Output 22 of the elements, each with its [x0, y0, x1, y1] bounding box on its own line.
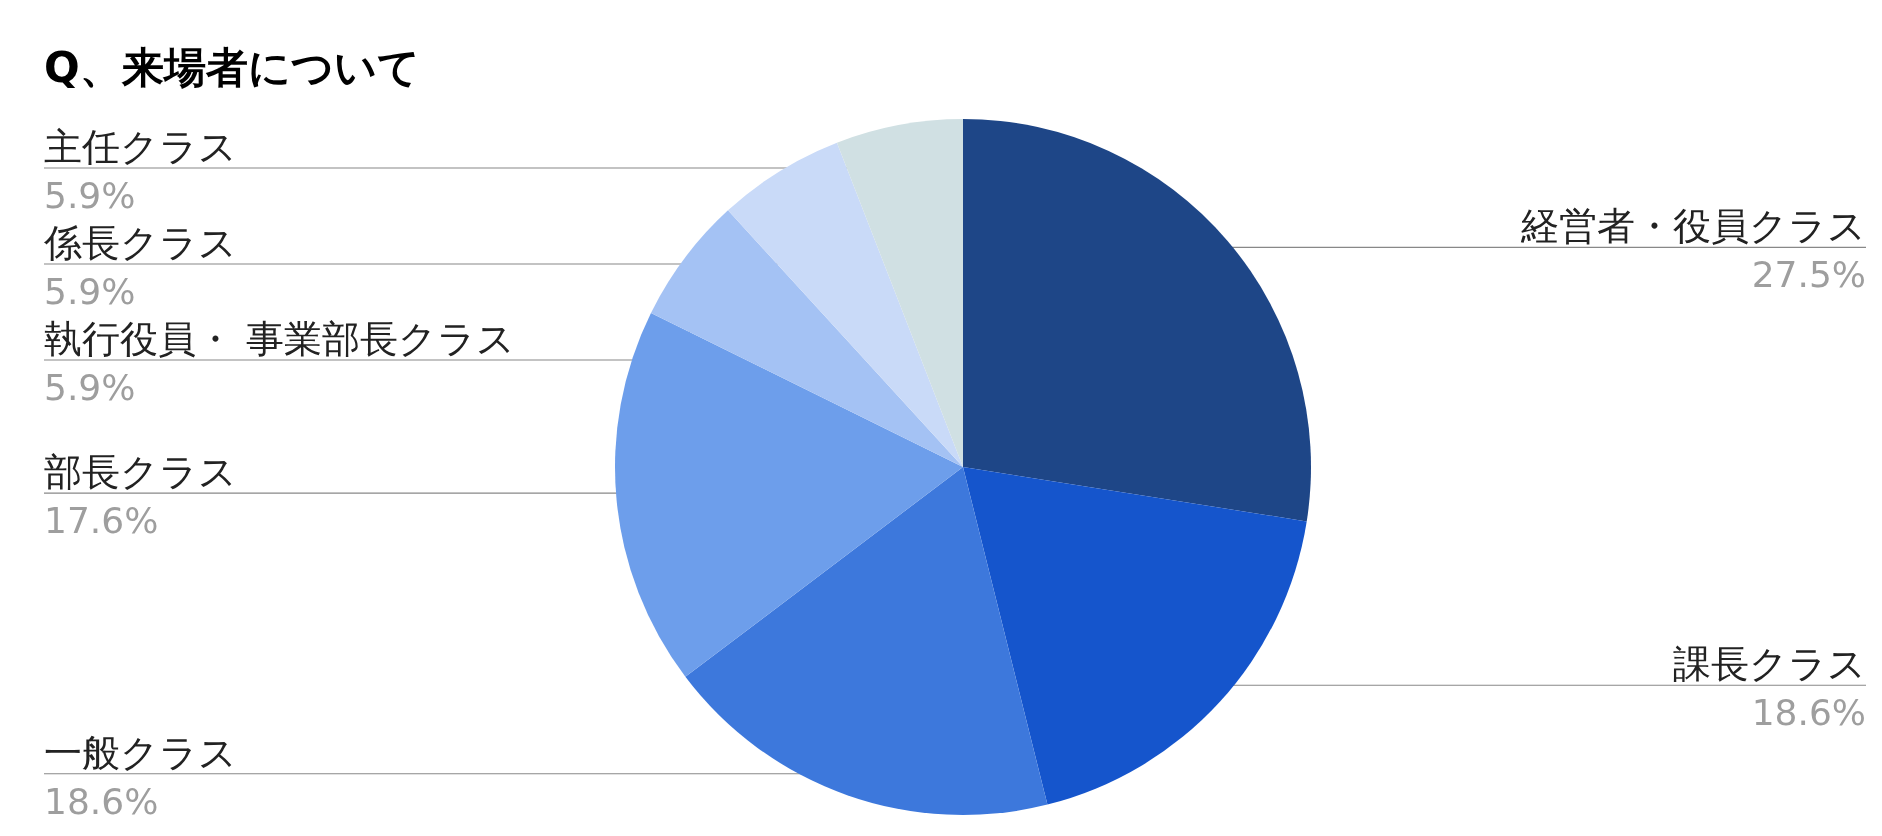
- data-label: 18.6%: [1751, 692, 1866, 734]
- data-label: 18.6%: [44, 780, 159, 822]
- pie-slice: [836, 119, 963, 467]
- chart-title: Q、来場者について: [44, 43, 420, 92]
- slice-label: 経営者・役員クラス: [1520, 204, 1866, 249]
- slice-label: 課長クラス: [1673, 642, 1866, 687]
- slice-label: 執行役員・ 事業部長クラス: [44, 317, 516, 361]
- pie-slice: [963, 119, 1311, 522]
- pie-slice: [963, 467, 1307, 805]
- data-label: 27.5%: [1751, 254, 1866, 296]
- data-label: 5.9%: [44, 367, 136, 408]
- pie-slice: [685, 467, 1048, 815]
- slice-label: 一般クラス: [44, 730, 237, 775]
- pie-slice: [650, 210, 963, 467]
- pie-slice: [615, 312, 963, 677]
- data-label: 17.6%: [44, 500, 159, 542]
- data-label: 5.9%: [44, 175, 136, 216]
- slice-label: 部長クラス: [44, 450, 237, 495]
- data-label: 5.9%: [44, 271, 136, 312]
- slice-label: 主任クラス: [44, 125, 237, 169]
- pie-slice: [727, 142, 963, 467]
- slice-label: 係長クラス: [43, 221, 237, 265]
